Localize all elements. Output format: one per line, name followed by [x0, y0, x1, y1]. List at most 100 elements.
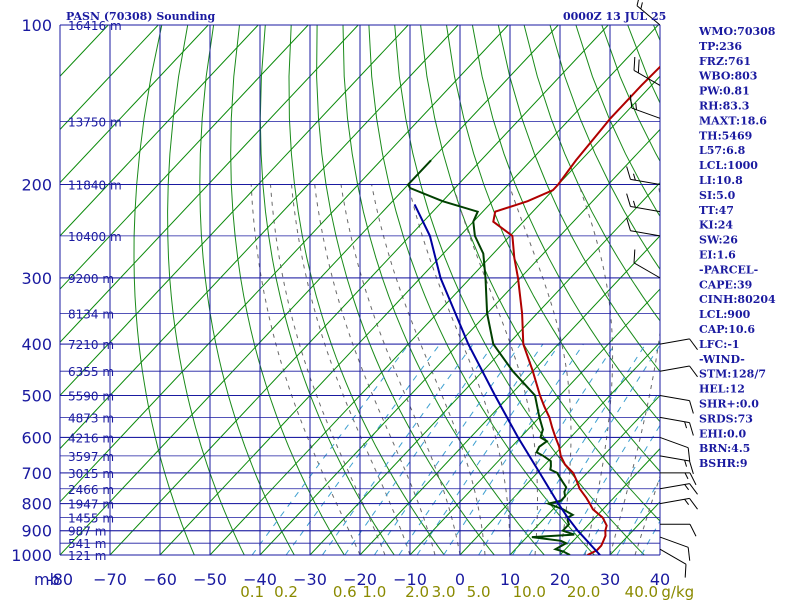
- wind-barb: [659, 365, 698, 378]
- index-value: HEL:12: [699, 383, 745, 396]
- height-label: 5590 m: [68, 389, 114, 403]
- temperature-tick-label: −60: [143, 570, 177, 589]
- height-label: 7210 m: [68, 338, 114, 352]
- mixing-ratio-label: 40.0: [625, 583, 658, 600]
- index-value: -WIND-: [699, 353, 745, 366]
- index-value: EI:1.6: [699, 249, 736, 262]
- height-label: 2466 m: [68, 483, 114, 497]
- pressure-tick-label: 200: [21, 176, 52, 195]
- index-value: LI:10.8: [699, 174, 743, 187]
- index-value: LFC:-1: [699, 338, 740, 351]
- isotherm: [109, 25, 609, 555]
- isotherm: [60, 25, 209, 184]
- index-value: BSHR:9: [699, 457, 748, 470]
- index-value: TH:5469: [699, 129, 752, 142]
- wind-barb: [659, 416, 694, 436]
- parcel-line: [413, 203, 601, 555]
- wind-barb: [626, 193, 661, 213]
- temperature-tick-label: −20: [343, 570, 377, 589]
- profile-lines: [406, 65, 660, 555]
- index-value: CAP:10.6: [699, 323, 755, 336]
- temperature-tick-label: 20: [550, 570, 570, 589]
- isotherm: [509, 394, 660, 555]
- isotherm: [60, 25, 159, 131]
- temperature-tick-label: −40: [243, 570, 277, 589]
- height-label: 121 m: [68, 549, 106, 563]
- height-label: 3597 m: [68, 450, 114, 464]
- index-value: FRZ:761: [699, 55, 751, 68]
- wind-barb: [660, 523, 697, 537]
- pressure-tick-label: 500: [21, 386, 52, 405]
- isotherm: [209, 75, 660, 555]
- y-unit-label: mb: [34, 570, 60, 589]
- pressure-tick-label: 1000: [11, 546, 52, 565]
- height-label: 8134 m: [68, 307, 114, 321]
- moist-adiabat: [314, 184, 436, 555]
- wind-barb: [629, 94, 661, 119]
- pressure-tick-label: 700: [21, 464, 52, 483]
- index-value: CAPE:39: [699, 278, 752, 291]
- isotherm: [359, 235, 660, 555]
- index-value: SRDS:73: [699, 412, 753, 425]
- index-value: RH:83.3: [699, 100, 749, 113]
- temperature-tick-label: −50: [193, 570, 227, 589]
- isotherm: [459, 341, 660, 555]
- wind-barb: [626, 217, 661, 237]
- isotherm: [159, 25, 659, 555]
- height-label: 16416 m: [68, 19, 122, 33]
- height-label: 3015 m: [68, 467, 114, 481]
- temperature-tick-label: -80: [47, 570, 73, 589]
- chart-title: PASN (70308) Sounding: [66, 10, 215, 23]
- height-label: 1947 m: [68, 498, 114, 512]
- wind-barbs: [626, 0, 698, 578]
- index-value: WBO:803: [698, 70, 757, 83]
- isotherm: [309, 181, 660, 555]
- isotherm: [259, 128, 660, 555]
- index-value: PW:0.81: [699, 85, 750, 98]
- pressure-tick-label: 600: [21, 428, 52, 447]
- wind-barb: [633, 249, 661, 279]
- wind-barb: [659, 455, 694, 475]
- wind-barb: [659, 548, 687, 578]
- index-value: MAXT:18.6: [699, 114, 767, 127]
- temperature-tick-label: −30: [293, 570, 327, 589]
- height-label: 1455 m: [68, 512, 114, 526]
- chart-subtitle: 0000Z 13 JUL 25: [563, 10, 666, 23]
- temperature-tick-label: −10: [393, 570, 427, 589]
- mixing-ratio-label: 10.0: [513, 583, 546, 600]
- pressure-tick-label: 100: [21, 16, 52, 35]
- isotherm: [60, 25, 509, 503]
- isotherm: [60, 25, 259, 237]
- index-value: SHR+:0.0: [699, 398, 759, 411]
- isotherm: [60, 25, 409, 397]
- mixing-ratio-label: 0.1: [240, 583, 264, 600]
- index-value: -PARCEL-: [699, 263, 758, 276]
- index-value: TP:236: [699, 40, 742, 53]
- mixing-ratio-label: 20.0: [567, 583, 600, 600]
- height-label: 11840 m: [68, 179, 122, 193]
- index-value: EHI:0.0: [699, 427, 746, 440]
- pressure-tick-label: 800: [21, 495, 52, 514]
- pressure-tick-label: 900: [21, 522, 52, 541]
- index-value: TT:47: [699, 204, 734, 217]
- mixing-ratio-label: 0.2: [274, 583, 298, 600]
- index-value: SW:26: [699, 234, 738, 247]
- pressure-tick-label: 400: [21, 335, 52, 354]
- wind-barb: [626, 166, 661, 186]
- height-labels: 16416 m 13750 m 11840 m 10400 m 9200 m 8134 m…: [60, 19, 660, 563]
- index-value: CINH:80204: [699, 293, 776, 306]
- mixing-ratio-unit: g/kg: [661, 583, 694, 600]
- temperature-tick-label: 0: [455, 570, 465, 589]
- wind-barb: [659, 483, 698, 495]
- wind-barb: [633, 56, 661, 86]
- index-value: WMO:70308: [698, 25, 776, 38]
- mixing-ratio-label: 0.6: [333, 583, 357, 600]
- wind-barb: [660, 472, 697, 486]
- index-value: LCL:1000: [699, 159, 758, 172]
- height-label: 541 m: [68, 537, 106, 551]
- wind-barb: [636, 0, 661, 26]
- isotherm: [60, 25, 309, 290]
- mixing-ratio-label: 2.0: [405, 583, 429, 600]
